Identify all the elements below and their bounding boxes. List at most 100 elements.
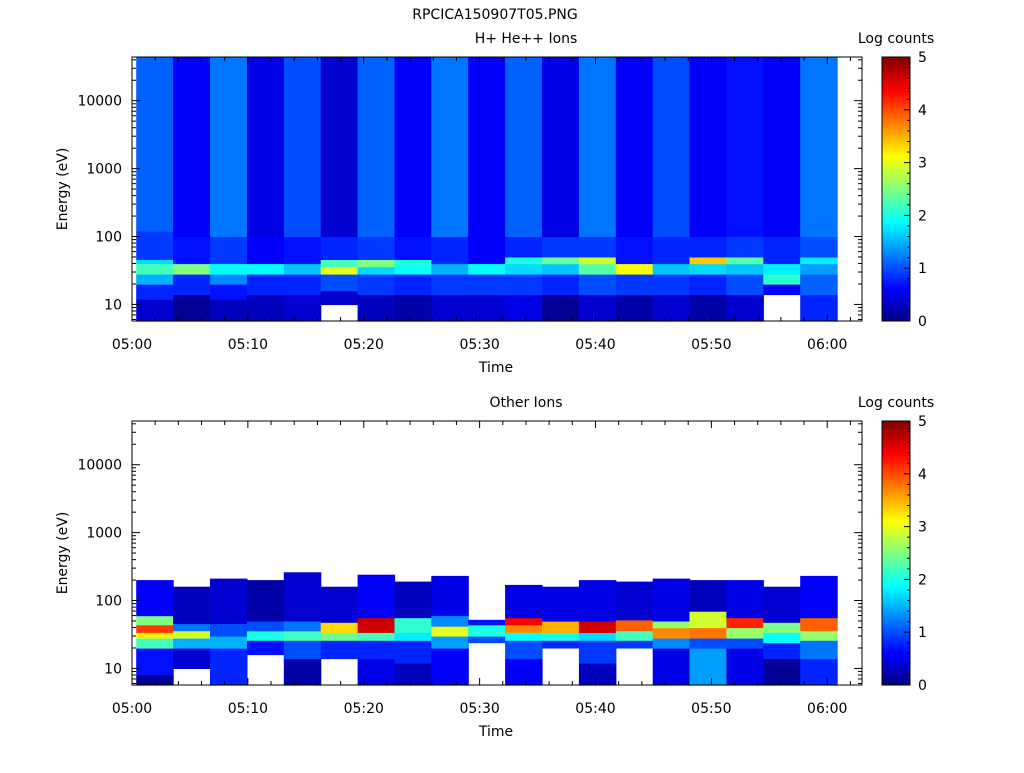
colorbar-segment	[882, 207, 910, 211]
spectrogram-panel-1: 05:00 05:10 05:20 05:30 05:40 05:50 06:0010100…	[55, 31, 934, 376]
colorbar-segment	[882, 616, 910, 620]
colorbar-segment	[882, 650, 910, 654]
heatmap-cell	[246, 236, 285, 265]
heatmap-cell	[136, 624, 174, 633]
heatmap-cell	[615, 294, 654, 322]
heatmap-cell	[542, 274, 580, 296]
heatmap-cell	[800, 575, 838, 619]
heatmap-cell	[357, 640, 396, 660]
colorbar-segment	[882, 99, 910, 103]
colorbar-segment	[882, 526, 910, 530]
heatmap-cell	[800, 263, 838, 275]
heatmap-cell	[283, 658, 322, 686]
colorbar-segment	[882, 152, 910, 156]
colorbar-segment	[882, 545, 910, 549]
colorbar-segment	[882, 539, 910, 543]
heatmap-cell	[136, 675, 174, 686]
colorbar-segment	[882, 619, 910, 623]
colorbar-segment	[882, 80, 910, 84]
colorbar: 0 1 2 3 4 5 Log counts	[858, 31, 934, 330]
heatmap-cell	[763, 284, 801, 296]
heatmap-cell	[578, 57, 617, 238]
colorbar-segment	[882, 442, 910, 446]
heatmap-cell	[136, 580, 174, 617]
heatmap-cell	[578, 640, 617, 664]
colorbar-segment	[882, 582, 910, 586]
colorbar-segment	[882, 318, 910, 322]
heatmap-cell	[542, 632, 580, 641]
colorbar-segment	[882, 93, 910, 98]
heatmap-cell	[505, 263, 543, 275]
colorbar-segment	[882, 508, 910, 512]
heatmap-cell	[283, 621, 322, 632]
heatmap-cell	[726, 580, 764, 619]
y-tick-label: 10000	[77, 458, 122, 474]
colorbar-segment	[882, 104, 910, 108]
colorbar-segment	[882, 629, 910, 633]
heatmap-cell	[542, 263, 580, 275]
heatmap-cell	[763, 57, 801, 238]
colorbar-segment	[882, 632, 910, 636]
colorbar-segment	[882, 547, 910, 551]
colorbar-segment	[882, 579, 910, 583]
heatmap-cell	[357, 236, 396, 260]
colorbar-segment	[882, 244, 910, 248]
heatmap-cell	[726, 627, 764, 639]
colorbar-segment	[882, 624, 910, 628]
colorbar-segment	[882, 315, 910, 319]
heatmap-cell	[431, 236, 469, 265]
heatmap-cell	[136, 263, 174, 275]
colorbar-segment	[882, 677, 910, 681]
heatmap-cell	[394, 236, 432, 260]
colorbar-segment	[882, 468, 910, 472]
heatmap-cell	[689, 294, 727, 322]
colorbar-segment	[882, 173, 910, 177]
colorbar-segment	[882, 571, 910, 575]
heatmap-cell	[652, 294, 691, 322]
colorbar-segment	[882, 202, 910, 206]
heatmap-cell	[173, 648, 211, 669]
colorbar-segment	[882, 439, 910, 443]
colorbar-segment	[882, 299, 910, 304]
heatmap-cell	[689, 611, 727, 629]
heatmap-cell	[283, 236, 322, 265]
colorbar-segment	[882, 305, 910, 309]
colorbar-segment	[882, 75, 910, 79]
heatmap-cell	[210, 236, 248, 265]
heatmap-cell	[246, 57, 285, 238]
x-tick-label: 05:20	[344, 337, 384, 353]
colorbar-segment	[882, 144, 910, 148]
heatmap-cell	[542, 294, 580, 322]
colorbar-segment	[882, 563, 910, 567]
colorbar-tick-label: 4	[918, 103, 927, 119]
colorbar-segment	[882, 178, 910, 182]
colorbar-segment	[882, 64, 910, 69]
x-tick-label: 05:10	[228, 337, 268, 353]
colorbar-segment	[882, 281, 910, 285]
colorbar-segment	[882, 273, 910, 277]
colorbar-segment	[882, 117, 910, 121]
colorbar-segment	[882, 603, 910, 607]
colorbar-segment	[882, 653, 910, 657]
x-tick-label: 05:20	[344, 701, 384, 717]
colorbar-segment	[882, 181, 910, 185]
colorbar-segment	[882, 112, 910, 116]
heatmap-cell	[615, 630, 654, 641]
heatmap-cell	[652, 236, 691, 265]
colorbar-tick-label: 1	[918, 261, 927, 277]
colorbar-segment	[882, 107, 910, 111]
heatmap-cell	[210, 636, 248, 649]
colorbar-segment	[882, 531, 910, 536]
colorbar-segment	[882, 196, 910, 201]
heatmap-cell	[578, 663, 617, 686]
heatmap-cell	[505, 584, 543, 619]
colorbar-segment	[882, 260, 910, 264]
heatmap-cell	[689, 236, 727, 258]
colorbar-segment	[882, 128, 910, 132]
heatmap-cell	[689, 263, 727, 275]
heatmap-cell	[615, 263, 654, 275]
x-axis-label: Time	[478, 360, 513, 376]
heatmap-cell	[578, 263, 617, 275]
heatmap-cell	[394, 663, 432, 686]
